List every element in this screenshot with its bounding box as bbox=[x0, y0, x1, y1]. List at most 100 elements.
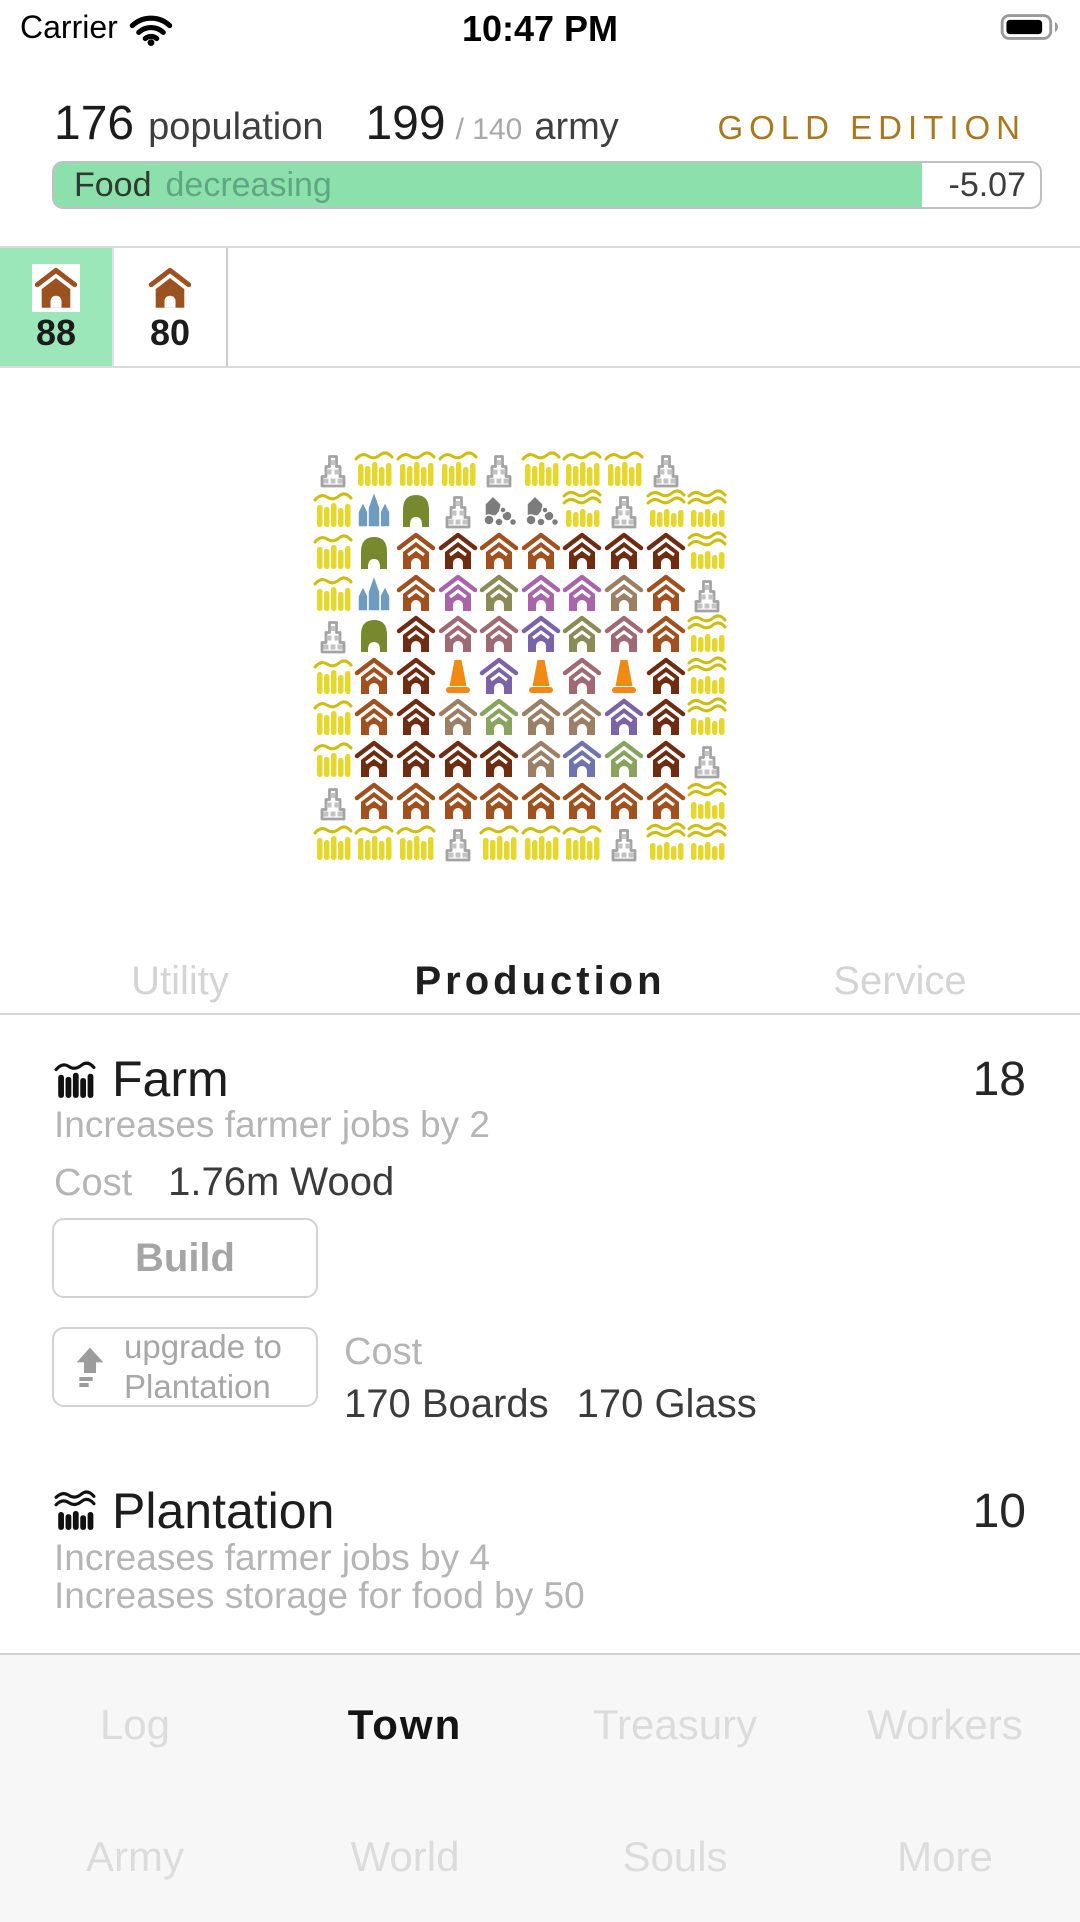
map-cell-house-dark-brown[interactable] bbox=[354, 738, 396, 780]
map-cell-grain-field[interactable] bbox=[354, 447, 396, 489]
map-cell-house-dark-brown[interactable] bbox=[645, 655, 687, 697]
map-cell-watchtower[interactable] bbox=[520, 655, 562, 697]
map-cell-house-olive[interactable] bbox=[478, 572, 520, 614]
map-cell-warehouse[interactable] bbox=[312, 780, 354, 822]
map-cell-house-dark-brown[interactable] bbox=[395, 613, 437, 655]
map-cell-house-tan[interactable] bbox=[520, 738, 562, 780]
nav-more[interactable]: More bbox=[897, 1833, 993, 1880]
map-cell-plantation-field[interactable] bbox=[645, 489, 687, 531]
map-cell-house-brown[interactable] bbox=[395, 572, 437, 614]
map-cell-house-dark-brown[interactable] bbox=[603, 530, 645, 572]
map-cell-warehouse[interactable] bbox=[603, 821, 645, 863]
map-cell-house-brown[interactable] bbox=[354, 780, 396, 822]
map-cell-plantation-field[interactable] bbox=[645, 821, 687, 863]
map-cell-house-dark-brown[interactable] bbox=[645, 697, 687, 739]
map-cell-grain-field[interactable] bbox=[520, 821, 562, 863]
build-button[interactable]: Build bbox=[52, 1218, 318, 1298]
map-cell-warehouse[interactable] bbox=[686, 738, 728, 780]
map-cell-house-violet[interactable] bbox=[603, 697, 645, 739]
map-cell-house-brown[interactable] bbox=[478, 530, 520, 572]
tab-service[interactable]: Service bbox=[833, 958, 967, 1003]
map-cell-warehouse[interactable] bbox=[686, 572, 728, 614]
map-cell-house-dark-brown[interactable] bbox=[562, 530, 604, 572]
nav-workers[interactable]: Workers bbox=[867, 1701, 1023, 1748]
tab-production[interactable]: Production bbox=[414, 958, 666, 1003]
map-cell-watchtower[interactable] bbox=[603, 655, 645, 697]
map-cell-plantation-field[interactable] bbox=[562, 489, 604, 531]
map-cell-grain-field[interactable] bbox=[562, 821, 604, 863]
map-cell-warehouse[interactable] bbox=[645, 447, 687, 489]
map-cell-house-brown[interactable] bbox=[354, 697, 396, 739]
map-cell-church[interactable] bbox=[354, 572, 396, 614]
map-cell-grain-field[interactable] bbox=[562, 447, 604, 489]
map-cell-watchtower[interactable] bbox=[437, 655, 479, 697]
tab-utility[interactable]: Utility bbox=[131, 958, 229, 1003]
map-cell-church[interactable] bbox=[354, 489, 396, 531]
map-cell-house-brown[interactable] bbox=[603, 780, 645, 822]
map-cell-warehouse[interactable] bbox=[478, 447, 520, 489]
map-cell-plantation-field[interactable] bbox=[686, 655, 728, 697]
map-cell-house-dark-brown[interactable] bbox=[645, 738, 687, 780]
map-cell-grain-field[interactable] bbox=[603, 447, 645, 489]
map-cell-house-brown[interactable] bbox=[645, 572, 687, 614]
map-cell-house-blue[interactable] bbox=[562, 738, 604, 780]
map-cell-house-mauve[interactable] bbox=[603, 613, 645, 655]
nav-town[interactable]: Town bbox=[347, 1701, 463, 1748]
map-cell-house-brown[interactable] bbox=[395, 530, 437, 572]
map-cell-house-green[interactable] bbox=[478, 697, 520, 739]
map-cell-quarry[interactable] bbox=[478, 489, 520, 531]
nav-souls[interactable]: Souls bbox=[622, 1833, 728, 1880]
map-cell-grain-field[interactable] bbox=[312, 655, 354, 697]
nav-log[interactable]: Log bbox=[99, 1701, 171, 1748]
map-cell-house-brown[interactable] bbox=[520, 530, 562, 572]
map-cell-house-brown[interactable] bbox=[562, 780, 604, 822]
map-cell-grain-field[interactable] bbox=[354, 821, 396, 863]
map-cell-house-dark-brown[interactable] bbox=[478, 738, 520, 780]
nav-treasury[interactable]: Treasury bbox=[592, 1701, 758, 1748]
map-cell-house-purple[interactable] bbox=[520, 572, 562, 614]
map-cell-grove[interactable] bbox=[354, 613, 396, 655]
map-cell-grove[interactable] bbox=[395, 489, 437, 531]
nav-army[interactable]: Army bbox=[86, 1833, 184, 1880]
map-cell-grain-field[interactable] bbox=[312, 697, 354, 739]
map-cell-grain-field[interactable] bbox=[312, 530, 354, 572]
map-cell-house-olive[interactable] bbox=[562, 613, 604, 655]
map-cell-warehouse[interactable] bbox=[437, 489, 479, 531]
map-cell-house-brown[interactable] bbox=[478, 780, 520, 822]
map-cell-house-dark-brown[interactable] bbox=[437, 530, 479, 572]
map-cell-house-green[interactable] bbox=[603, 738, 645, 780]
map-cell-grain-field[interactable] bbox=[437, 447, 479, 489]
map-cell-quarry[interactable] bbox=[520, 489, 562, 531]
map-cell-grain-field[interactable] bbox=[520, 447, 562, 489]
map-cell-warehouse[interactable] bbox=[437, 821, 479, 863]
map-cell-warehouse[interactable] bbox=[603, 489, 645, 531]
map-cell-plantation-field[interactable] bbox=[686, 780, 728, 822]
map-cell-house-tan[interactable] bbox=[603, 572, 645, 614]
map-cell-grain-field[interactable] bbox=[312, 738, 354, 780]
map-cell-house-dark-brown[interactable] bbox=[395, 697, 437, 739]
map-cell-house-dark-brown[interactable] bbox=[395, 655, 437, 697]
map-cell-house-tan[interactable] bbox=[562, 697, 604, 739]
map-cell-house-mauve[interactable] bbox=[562, 655, 604, 697]
map-cell-grove[interactable] bbox=[354, 530, 396, 572]
map-cell-house-dark-brown[interactable] bbox=[437, 738, 479, 780]
map-cell-grain-field[interactable] bbox=[478, 821, 520, 863]
map-cell-house-tan[interactable] bbox=[520, 697, 562, 739]
map-cell-warehouse[interactable] bbox=[312, 447, 354, 489]
map-cell-house-violet[interactable] bbox=[478, 655, 520, 697]
map-cell-plantation-field[interactable] bbox=[686, 613, 728, 655]
map-cell-warehouse[interactable] bbox=[312, 613, 354, 655]
map-cell-house-dark-brown[interactable] bbox=[645, 530, 687, 572]
map-cell-grain-field[interactable] bbox=[312, 821, 354, 863]
map-cell-plantation-field[interactable] bbox=[686, 489, 728, 531]
district-tab-1[interactable]: 88 bbox=[0, 248, 114, 366]
map-cell-grain-field[interactable] bbox=[312, 572, 354, 614]
map-cell-grain-field[interactable] bbox=[395, 447, 437, 489]
map-cell-grain-field[interactable] bbox=[312, 489, 354, 531]
map-cell-house-mauve[interactable] bbox=[478, 613, 520, 655]
map-cell-house-dark-brown[interactable] bbox=[395, 738, 437, 780]
map-cell-house-purple[interactable] bbox=[437, 572, 479, 614]
map-cell-house-purple[interactable] bbox=[562, 572, 604, 614]
map-cell-house-brown[interactable] bbox=[645, 780, 687, 822]
town-map-grid[interactable] bbox=[312, 447, 728, 863]
